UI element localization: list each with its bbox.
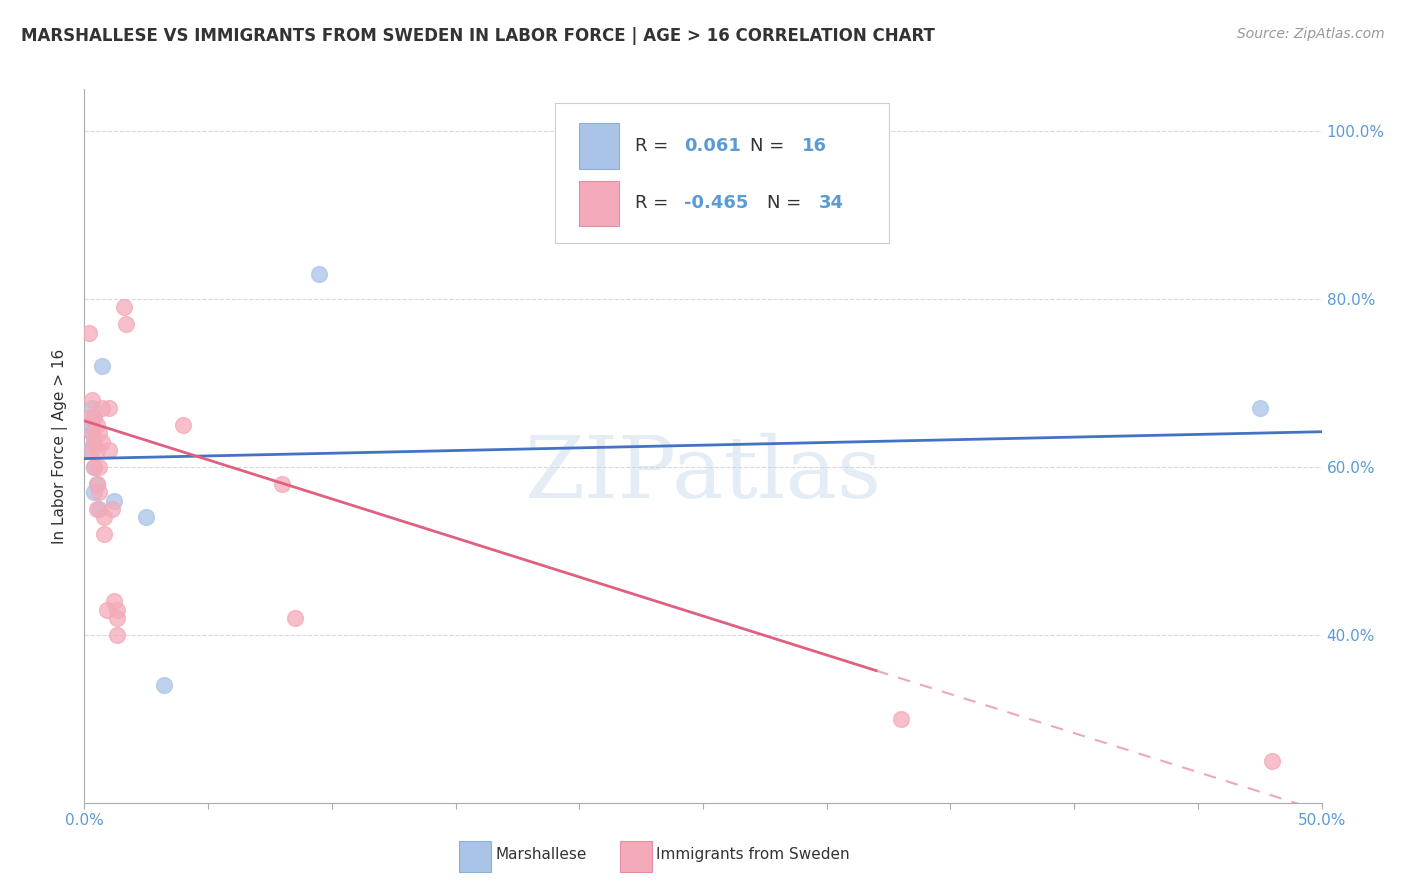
Point <box>83 460 105 475</box>
Point <box>83 460 105 475</box>
Point <box>90 401 112 416</box>
Point <box>80 443 103 458</box>
Point <box>83 434 105 449</box>
Point <box>89 460 111 475</box>
FancyBboxPatch shape <box>460 840 492 872</box>
Point <box>89 426 111 441</box>
Point <box>86 417 108 432</box>
Point <box>98 401 121 416</box>
Text: 34: 34 <box>820 194 845 212</box>
Point <box>112 301 135 315</box>
Point <box>103 594 125 608</box>
Point <box>83 409 105 424</box>
Point <box>80 426 103 441</box>
Point <box>86 476 108 491</box>
Text: -0.465: -0.465 <box>685 194 749 212</box>
Point <box>308 267 330 281</box>
Point <box>105 628 128 642</box>
FancyBboxPatch shape <box>620 840 652 872</box>
Point <box>79 417 101 432</box>
Point <box>86 502 108 516</box>
Point <box>93 527 115 541</box>
Text: N =: N = <box>768 194 807 212</box>
Point <box>271 476 294 491</box>
Point <box>152 678 174 692</box>
Point <box>105 603 128 617</box>
Point <box>86 476 108 491</box>
Point <box>89 502 111 516</box>
Point <box>93 510 115 524</box>
Text: Source: ZipAtlas.com: Source: ZipAtlas.com <box>1237 27 1385 41</box>
Text: 16: 16 <box>801 137 827 155</box>
Point <box>96 603 118 617</box>
Point <box>100 502 122 516</box>
Point <box>79 443 101 458</box>
Point <box>86 443 108 458</box>
Text: Immigrants from Sweden: Immigrants from Sweden <box>657 847 849 863</box>
Point <box>80 401 103 416</box>
Point <box>103 493 125 508</box>
Text: R =: R = <box>636 194 673 212</box>
Point <box>890 712 912 726</box>
FancyBboxPatch shape <box>579 180 619 227</box>
Text: N =: N = <box>749 137 790 155</box>
Point <box>284 611 307 625</box>
Point <box>80 426 103 441</box>
FancyBboxPatch shape <box>579 123 619 169</box>
Point <box>80 392 103 407</box>
Text: R =: R = <box>636 137 673 155</box>
Y-axis label: In Labor Force | Age > 16: In Labor Force | Age > 16 <box>52 349 69 543</box>
Point <box>79 326 101 340</box>
Text: 0.061: 0.061 <box>685 137 741 155</box>
Text: MARSHALLESE VS IMMIGRANTS FROM SWEDEN IN LABOR FORCE | AGE > 16 CORRELATION CHAR: MARSHALLESE VS IMMIGRANTS FROM SWEDEN IN… <box>21 27 935 45</box>
Text: ZIPatlas: ZIPatlas <box>524 433 882 516</box>
Point <box>79 409 101 424</box>
Point <box>90 434 112 449</box>
Point <box>135 510 157 524</box>
Point <box>89 485 111 500</box>
Point <box>1261 754 1284 768</box>
Point <box>98 443 121 458</box>
Text: Marshallese: Marshallese <box>495 847 586 863</box>
Point <box>83 485 105 500</box>
Point <box>83 409 105 424</box>
FancyBboxPatch shape <box>554 103 889 243</box>
Point <box>172 417 194 432</box>
Point <box>83 434 105 449</box>
Point <box>105 611 128 625</box>
Point <box>1249 401 1271 416</box>
Point <box>90 359 112 374</box>
Point <box>115 318 138 332</box>
